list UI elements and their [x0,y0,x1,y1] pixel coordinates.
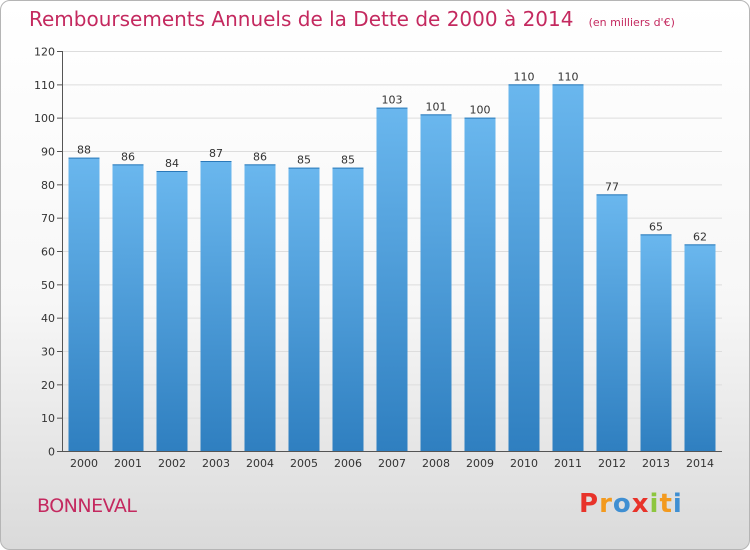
bar [640,234,672,451]
bar [420,114,452,451]
bar [596,194,628,452]
bar [508,84,540,451]
bar-value-label: 110 [514,70,535,83]
y-tick-label: 20 [41,379,55,392]
commune-name: BONNEVAL [37,495,137,517]
brand-letter: t [659,489,673,519]
bar-value-label: 100 [470,104,491,117]
bar [552,84,584,451]
bar [112,164,144,452]
bar-value-label: 87 [209,147,223,160]
brand-letter: o [612,489,632,519]
y-tick-label: 10 [41,412,55,425]
brand-letter: i [649,489,660,519]
chart-title: Remboursements Annuels de la Dette de 20… [29,7,675,31]
bar-value-label: 85 [297,154,311,167]
bar-value-label: 86 [253,150,267,163]
x-tick-label: 2011 [554,457,582,470]
y-tick-label: 100 [34,112,55,125]
x-tick-label: 2000 [70,457,98,470]
x-tick-label: 2010 [510,457,538,470]
x-tick-label: 2012 [598,457,626,470]
bar [464,117,496,452]
brand-letter: r [599,489,613,519]
bar-value-label: 101 [426,100,447,113]
y-tick-label: 80 [41,179,55,192]
y-tick-label: 120 [34,46,55,59]
bar-value-label: 86 [121,150,135,163]
y-tick-label: 40 [41,312,55,325]
y-tick-label: 60 [41,246,55,259]
x-tick-label: 2009 [466,457,494,470]
y-tick-label: 30 [41,346,55,359]
bar [332,167,364,451]
bar-value-label: 77 [605,180,619,193]
x-tick-label: 2005 [290,457,318,470]
title-text: Remboursements Annuels de la Dette de 20… [29,7,574,31]
brand-logo: Proxiti [579,489,683,519]
x-tick-label: 2002 [158,457,186,470]
brand-letter: x [631,489,650,519]
x-tick-label: 2008 [422,457,450,470]
bar-value-label: 62 [693,230,707,243]
bar [376,107,408,452]
x-tick-label: 2001 [114,457,142,470]
x-tick-label: 2003 [202,457,230,470]
bar-value-label: 103 [382,94,403,107]
bar-value-label: 65 [649,220,663,233]
brand-letter: P [579,489,600,519]
title-unit: (en milliers d'€) [588,16,675,29]
bar [244,164,276,452]
x-tick-label: 2007 [378,457,406,470]
y-tick-label: 90 [41,146,55,159]
x-tick-label: 2004 [246,457,274,470]
y-tick-label: 110 [34,79,55,92]
x-tick-label: 2014 [686,457,714,470]
bar [68,157,100,451]
y-axis: 0 10 20 30 40 50 60 70 80 90 100 110 120 [34,46,63,459]
y-tick-label: 50 [41,279,55,292]
y-tick-label: 70 [41,212,55,225]
bar-value-label: 85 [341,154,355,167]
bar [156,171,188,451]
bar-value-label: 84 [165,157,179,170]
y-tick-label: 0 [48,446,55,459]
brand-letter: i [672,489,683,519]
bar [288,167,320,451]
bar-value-label: 88 [77,144,91,157]
x-tick-label: 2006 [334,457,362,470]
bar [200,161,232,451]
x-tick-label: 2013 [642,457,670,470]
bar-value-label: 110 [558,70,579,83]
x-axis: 2000 2001 2002 2003 2004 2005 2006 2007 2008 2009… [62,451,722,470]
bar [684,244,716,451]
bars: 88 86 84 87 86 85 85 103 101 100 110 110 77 65 62 [68,70,716,452]
